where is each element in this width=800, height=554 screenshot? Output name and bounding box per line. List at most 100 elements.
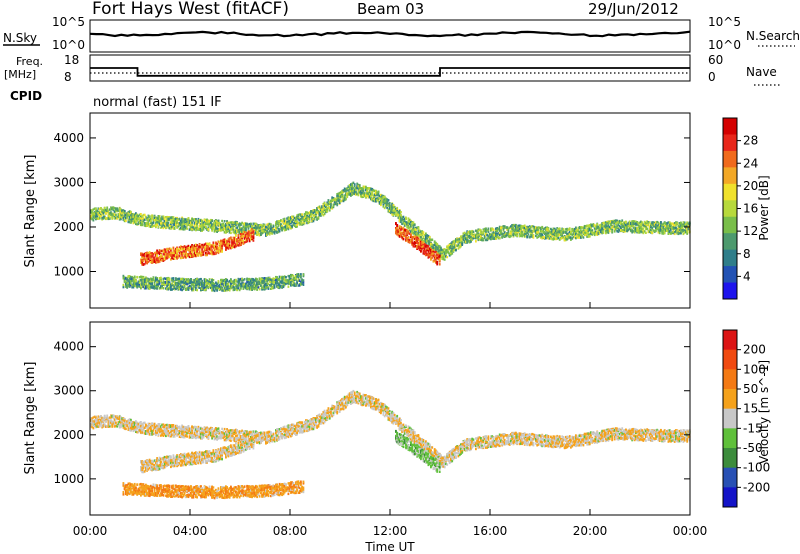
power-cell bbox=[455, 249, 457, 252]
power-cell bbox=[172, 227, 175, 230]
power-cell bbox=[125, 213, 127, 216]
power-cell bbox=[308, 220, 311, 223]
power-cell bbox=[530, 226, 532, 229]
power-cell bbox=[152, 218, 155, 222]
power-cell bbox=[498, 225, 501, 229]
power-cell bbox=[181, 220, 183, 223]
power-cell bbox=[518, 227, 521, 230]
power-cell bbox=[477, 237, 480, 240]
power-cell bbox=[157, 217, 160, 220]
power-cell bbox=[428, 236, 431, 239]
power-cell bbox=[143, 218, 146, 221]
power-cell bbox=[296, 214, 298, 217]
power-cell bbox=[593, 231, 596, 235]
power-cell bbox=[551, 234, 554, 237]
power-cell bbox=[228, 226, 231, 229]
power-cell bbox=[497, 232, 500, 235]
power-cell bbox=[546, 236, 549, 239]
power-cell bbox=[267, 222, 270, 226]
power-cell bbox=[231, 222, 233, 226]
power-cell bbox=[520, 234, 522, 237]
power-cell bbox=[308, 218, 311, 221]
power-cell bbox=[582, 229, 585, 233]
power-cell bbox=[528, 225, 531, 228]
power-cell bbox=[265, 228, 267, 232]
power-cell bbox=[383, 202, 386, 205]
power-cell bbox=[360, 191, 362, 195]
power-cell bbox=[185, 218, 187, 221]
power-cell bbox=[171, 216, 173, 219]
power-cell bbox=[172, 223, 175, 226]
power-cell bbox=[252, 227, 255, 230]
power-cell bbox=[555, 228, 557, 232]
power-cell bbox=[258, 225, 261, 228]
power-cell bbox=[240, 243, 242, 246]
power-cell bbox=[485, 230, 487, 234]
power-cell bbox=[133, 218, 136, 221]
power-cell bbox=[537, 235, 540, 239]
power-cell bbox=[412, 224, 415, 227]
power-cell bbox=[170, 216, 172, 219]
power-cell bbox=[558, 233, 561, 236]
power-cell bbox=[408, 218, 411, 222]
power-cell bbox=[528, 230, 531, 233]
power-cell bbox=[173, 221, 176, 224]
power-cell bbox=[560, 237, 562, 240]
power-cell bbox=[258, 234, 261, 237]
power-cell bbox=[641, 221, 644, 224]
power-cell bbox=[475, 229, 477, 232]
power-cell bbox=[450, 253, 452, 256]
power-cell bbox=[575, 226, 577, 229]
power-cell bbox=[576, 229, 579, 233]
power-cell bbox=[260, 225, 262, 228]
power-cell bbox=[543, 236, 546, 239]
power-cell bbox=[536, 231, 539, 234]
power-cell bbox=[501, 226, 504, 229]
power-cell bbox=[111, 213, 114, 216]
power-cell bbox=[490, 227, 492, 230]
power-cell bbox=[385, 199, 387, 202]
power-cell bbox=[297, 214, 300, 218]
power-cell bbox=[142, 219, 145, 222]
power-cell bbox=[250, 228, 252, 231]
power-cell bbox=[557, 234, 560, 238]
power-cell bbox=[197, 220, 200, 223]
power-cell bbox=[585, 233, 587, 237]
power-cell bbox=[351, 184, 354, 188]
power-cell bbox=[238, 232, 241, 235]
power-cell bbox=[213, 221, 216, 224]
power-cell bbox=[140, 213, 142, 216]
power-cell bbox=[572, 235, 575, 239]
power-cell bbox=[567, 235, 570, 239]
power-cell bbox=[256, 230, 258, 234]
power-cell bbox=[493, 236, 496, 240]
power-cell bbox=[583, 226, 586, 229]
power-cell bbox=[443, 258, 446, 261]
power-cell bbox=[216, 223, 218, 226]
power-cell bbox=[392, 211, 395, 215]
power-cell bbox=[113, 210, 116, 213]
power-cell bbox=[427, 242, 430, 245]
power-cell bbox=[97, 212, 100, 215]
power-cell bbox=[383, 200, 386, 203]
power-cell bbox=[292, 223, 295, 226]
power-cell bbox=[550, 227, 552, 231]
power-cell bbox=[398, 209, 401, 213]
power-cell bbox=[303, 218, 306, 222]
power-cell bbox=[581, 235, 584, 238]
power-cell bbox=[301, 213, 303, 216]
power-cell bbox=[191, 224, 193, 227]
power-cell bbox=[275, 230, 277, 233]
power-cell bbox=[210, 221, 212, 224]
power-cell bbox=[373, 199, 376, 202]
power-cell bbox=[408, 222, 411, 226]
power-cell bbox=[176, 219, 178, 222]
power-cell bbox=[133, 275, 136, 278]
power-cell bbox=[286, 217, 288, 220]
power-cell bbox=[457, 238, 460, 241]
power-cell bbox=[532, 225, 535, 228]
power-cell bbox=[357, 188, 360, 192]
power-cell bbox=[281, 226, 283, 230]
power-cell bbox=[288, 225, 291, 228]
power-cell bbox=[230, 225, 232, 228]
